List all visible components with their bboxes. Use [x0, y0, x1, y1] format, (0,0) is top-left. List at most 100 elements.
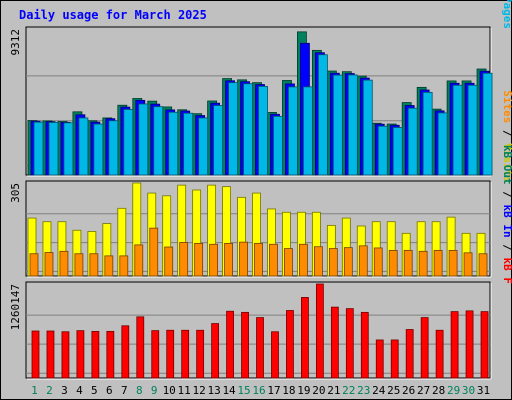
bar-pages	[108, 120, 119, 176]
bar-pages	[138, 103, 149, 176]
x-tick-label: 5	[91, 384, 98, 397]
bar-kbytes	[465, 310, 474, 379]
bar-sites	[388, 249, 398, 277]
bar-pages	[93, 123, 104, 176]
panel-max-label: 1260147	[9, 284, 22, 330]
bar-pages	[273, 115, 283, 176]
bar-sites	[44, 252, 54, 277]
series-sites	[29, 227, 488, 277]
x-tick-label: 22	[342, 384, 355, 397]
bar-pages	[243, 83, 253, 176]
bar-sites	[164, 246, 174, 277]
bar-pages	[452, 84, 463, 176]
bar-kbytes	[106, 330, 115, 379]
bar-sites	[134, 244, 144, 277]
bar-sites	[29, 253, 39, 277]
bar-sites	[89, 253, 99, 277]
side-label-part: kB Out	[501, 145, 512, 185]
side-label-part: Visits	[501, 143, 512, 183]
bar-kbytes	[76, 330, 85, 379]
x-tick-label: 28	[432, 384, 445, 397]
bar-kbytes	[166, 329, 175, 379]
bar-kbytes	[435, 329, 444, 379]
series-kbytes	[31, 283, 489, 379]
bar-kbytes	[211, 323, 220, 379]
bar-pages	[78, 117, 89, 176]
bar-pages	[332, 74, 343, 176]
bar-sites	[284, 248, 293, 277]
x-tick-label: 19	[297, 384, 310, 397]
x-tick-label: 18	[282, 384, 295, 397]
bar-pages	[48, 122, 59, 176]
bar-pages	[168, 111, 179, 176]
x-tick-label: 12	[193, 384, 206, 397]
bar-sites	[254, 242, 263, 277]
bar-pages	[153, 106, 164, 176]
bar-sites	[463, 252, 473, 277]
panel-max-label: 9312	[9, 29, 22, 56]
bar-kbytes	[390, 339, 399, 379]
bar-kbytes	[241, 311, 249, 379]
bar-pages	[198, 117, 209, 176]
side-label-part: Pages	[501, 0, 512, 29]
bar-pages	[392, 127, 403, 176]
panel-max-label: 305	[9, 183, 22, 203]
bar-pages	[213, 105, 224, 176]
x-tick-label: 10	[163, 384, 176, 397]
bar-pages	[123, 109, 134, 176]
x-tick-label: 8	[136, 384, 143, 397]
bar-pages	[288, 86, 298, 176]
bar-kbytes	[256, 317, 264, 379]
x-tick-label: 15	[237, 384, 250, 397]
bar-sites	[59, 250, 69, 277]
bar-pages	[437, 112, 448, 176]
bar-sites	[433, 249, 443, 277]
x-tick-label: 2	[46, 384, 53, 397]
side-label-separator: /	[501, 123, 512, 143]
bar-sites	[373, 247, 383, 277]
bar-kbytes	[375, 339, 384, 379]
bar-sites	[194, 242, 204, 277]
bar-kbytes	[31, 330, 40, 379]
bar-pages	[422, 91, 433, 176]
bar-pages	[482, 72, 493, 176]
bar-sites	[313, 246, 323, 277]
x-tick-label: 17	[267, 384, 280, 397]
bar-kbytes	[151, 330, 160, 379]
panel-side-label: Hits / Files / Pages	[501, 0, 512, 29]
bar-pages	[407, 107, 418, 176]
bar-pages	[303, 86, 313, 176]
bar-pages	[228, 82, 238, 176]
bar-sites	[179, 242, 189, 277]
bar-pages	[362, 79, 373, 176]
bar-kbytes	[271, 331, 279, 379]
x-tick-label: 1	[31, 384, 38, 397]
side-label-part: kB In	[501, 205, 512, 238]
x-tick-label: 13	[207, 384, 220, 397]
bar-kbytes	[46, 330, 55, 379]
x-tick-label: 30	[462, 384, 475, 397]
panel-side-label: Sites / Visits	[501, 90, 512, 183]
x-axis-labels: 1 2 3 4 5 6 7 8 9 10 11 12 13 14 15 16 17 18 19 20 21 22 23 24 2…	[31, 384, 490, 397]
x-tick-label: 9	[151, 384, 158, 397]
x-tick-label: 23	[357, 384, 370, 397]
side-label-separator: /	[501, 238, 512, 258]
bar-kbytes	[121, 325, 130, 379]
x-tick-label: 20	[312, 384, 325, 397]
bar-sites	[299, 243, 308, 277]
chart-panels: 9312 Hits / Files / Pages 305 Sites / Visit…	[9, 0, 512, 380]
series-pages	[33, 54, 493, 176]
bar-sites	[74, 253, 84, 277]
bar-sites	[149, 227, 159, 277]
bar-sites	[119, 255, 129, 277]
bar-kbytes	[480, 311, 489, 379]
bar-kbytes	[450, 311, 459, 379]
x-tick-label: 7	[121, 384, 128, 397]
x-tick-label: 16	[252, 384, 265, 397]
bar-sites	[448, 249, 458, 277]
panel-visits: 305 Sites / Visits	[9, 90, 512, 278]
panel-hits: 9312 Hits / Files / Pages	[9, 0, 512, 177]
bar-sites	[478, 253, 488, 277]
bar-kbytes	[91, 330, 100, 379]
panel-side-label: kB Out / kB In / kB F	[501, 145, 512, 284]
